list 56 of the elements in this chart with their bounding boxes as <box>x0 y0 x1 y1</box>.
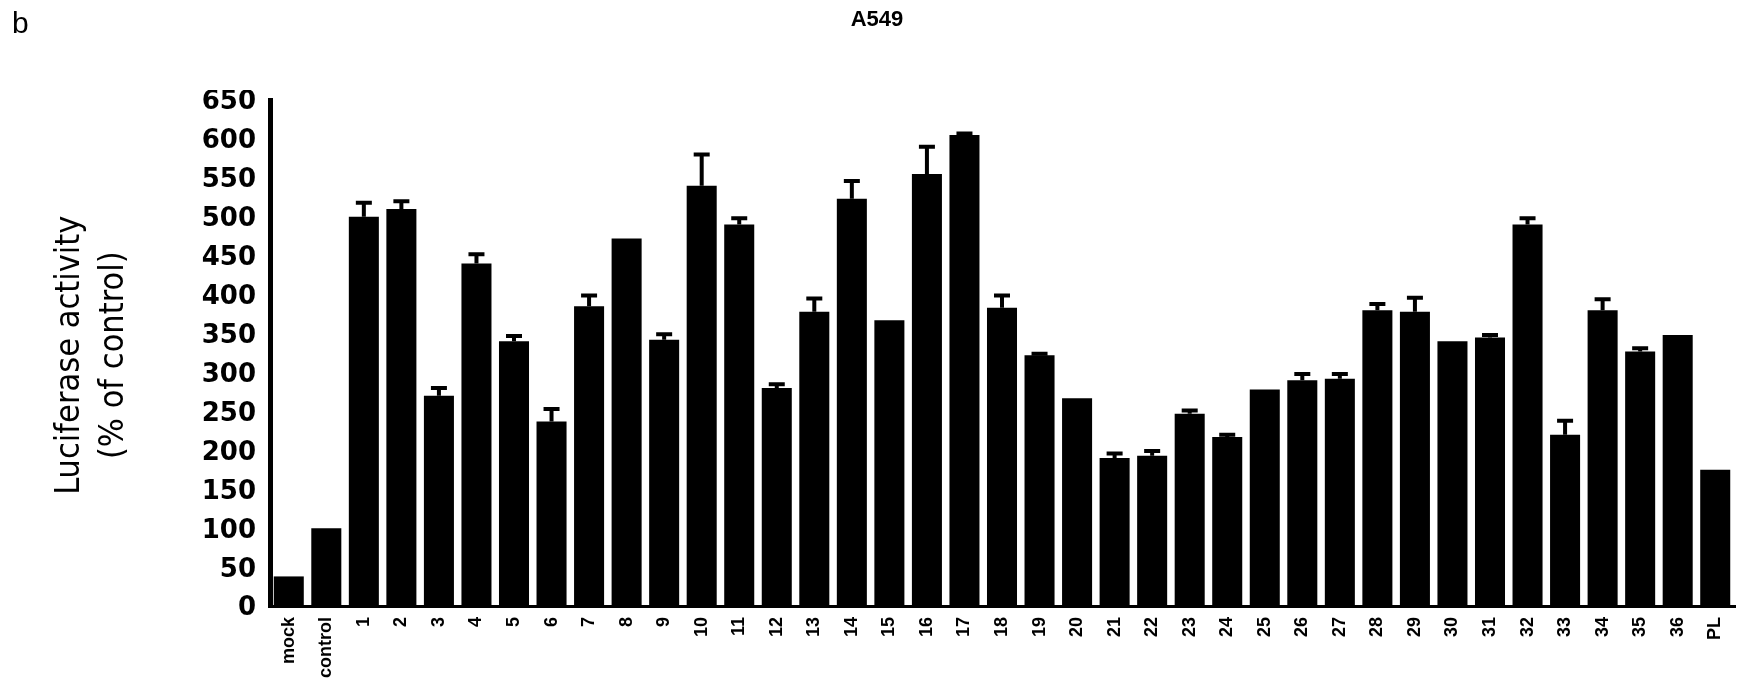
x-tick-label: 4 <box>465 617 486 628</box>
y-tick-label: 250 <box>201 396 256 427</box>
x-tick-label: mock <box>277 616 298 665</box>
y-tick-label: 450 <box>201 241 256 272</box>
y-tick-label: 150 <box>201 474 256 505</box>
x-tick-label: 11 <box>728 617 749 637</box>
x-tick-label: 1 <box>352 617 373 628</box>
x-tick-label: 9 <box>653 617 674 628</box>
x-tick-label: 35 <box>1629 617 1650 638</box>
x-tick-label: 10 <box>690 617 711 638</box>
x-tick-label: 18 <box>990 617 1011 638</box>
x-tick-label: 15 <box>878 617 899 638</box>
x-tick-label: 19 <box>1028 617 1049 638</box>
x-tick-label: PL <box>1704 617 1725 641</box>
x-tick-label: 33 <box>1554 617 1575 638</box>
x-tick-label: 20 <box>1066 617 1087 638</box>
x-tick-label: 16 <box>915 617 936 638</box>
y-tick-label: 0 <box>237 591 256 622</box>
x-tick-label: control <box>315 617 336 678</box>
x-tick-label: 29 <box>1403 617 1424 638</box>
x-tick-label: 21 <box>1103 617 1124 638</box>
x-tick-label: 7 <box>578 617 599 628</box>
y-tick-label: 300 <box>201 357 256 388</box>
x-tick-label: 24 <box>1216 617 1237 638</box>
y-tick-label: 650 <box>201 85 256 116</box>
text: b <box>12 6 29 40</box>
y-tick-label: 200 <box>201 435 256 466</box>
x-tick-label: 23 <box>1178 617 1199 638</box>
x-tick-label: 34 <box>1591 617 1612 638</box>
x-tick-label: 2 <box>390 617 411 628</box>
y-tick-label: 500 <box>201 202 256 233</box>
chart-title: A549 <box>850 6 904 31</box>
x-tick-label: 8 <box>615 617 636 628</box>
x-tick-label: 22 <box>1141 617 1162 638</box>
y-tick-label: 50 <box>219 552 256 583</box>
y-tick-label: 350 <box>201 319 256 350</box>
y-tick-label: 550 <box>201 163 256 194</box>
x-tick-label: 12 <box>765 617 786 638</box>
x-tick-label: 36 <box>1666 617 1687 638</box>
x-tick-label: 26 <box>1291 617 1312 638</box>
y-axis-title: Luciferase activity (% of control) <box>46 215 133 495</box>
x-tick-label: 14 <box>840 617 861 638</box>
x-tick-label: 28 <box>1366 617 1387 638</box>
x-tick-label: 17 <box>953 617 974 638</box>
x-tick-label: 30 <box>1441 617 1462 638</box>
x-tick-label: 6 <box>540 617 561 628</box>
x-tick-label: 32 <box>1516 617 1537 638</box>
x-tick-label: 3 <box>427 617 448 628</box>
x-tick-label: 27 <box>1328 617 1349 638</box>
y-tick-label: 100 <box>201 513 256 544</box>
x-tick-label: 31 <box>1478 617 1499 638</box>
y-tick-label: 400 <box>201 280 256 311</box>
x-tick-label: 25 <box>1253 617 1274 638</box>
y-tick-label: 600 <box>201 124 256 155</box>
x-tick-label: 13 <box>803 617 824 638</box>
x-tick-label: 5 <box>502 617 523 628</box>
